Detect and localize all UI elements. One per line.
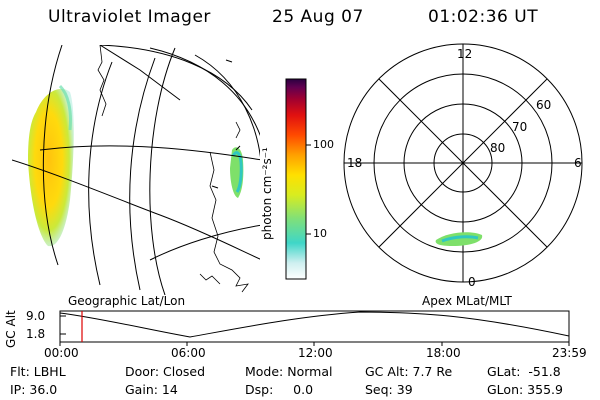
gcalt-info: GC Alt: 7.7 Re bbox=[365, 364, 453, 379]
mlt-label-18: 18 bbox=[347, 156, 363, 170]
mode-info: Mode: Normal bbox=[245, 364, 333, 379]
image-time: 01:02:36 UT bbox=[428, 7, 539, 27]
altitude-ylabel: GC Alt bbox=[4, 310, 18, 348]
mlat-label-80: 80 bbox=[490, 141, 506, 155]
colorbar-tick-10: 10 bbox=[313, 227, 327, 240]
mlt-label-6: 6 bbox=[574, 156, 582, 170]
door-info: Door: Closed bbox=[125, 364, 206, 379]
time-tick-0000: 00:00 bbox=[44, 346, 79, 360]
polar-emission bbox=[435, 232, 483, 246]
geographic-map bbox=[12, 45, 260, 295]
gain-info: Gain: 14 bbox=[125, 382, 178, 397]
mlat-label-60: 60 bbox=[536, 98, 552, 112]
image-date: 25 Aug 07 bbox=[272, 7, 364, 27]
instrument-title: Ultraviolet Imager bbox=[48, 7, 211, 27]
polar-plot bbox=[343, 43, 583, 283]
geo-caption: Geographic Lat/Lon bbox=[68, 294, 186, 308]
altitude-ytick-9: 9.0 bbox=[26, 309, 46, 323]
glat-info: GLat: -51.8 bbox=[487, 364, 561, 379]
apex-caption: Apex MLat/MLT bbox=[422, 294, 512, 308]
altitude-ytick-1-8: 1.8 bbox=[26, 327, 46, 341]
time-tick-1800: 18:00 bbox=[426, 346, 461, 360]
dsp-info: Dsp: 0.0 bbox=[245, 382, 314, 397]
aurora-emission-left bbox=[28, 88, 74, 247]
glon-info: GLon: 355.9 bbox=[487, 382, 563, 397]
colorbar-tick-100: 100 bbox=[313, 138, 334, 151]
time-tick-0600: 06:00 bbox=[171, 346, 206, 360]
mlt-label-12: 12 bbox=[457, 47, 473, 61]
seq-info: Seq: 39 bbox=[365, 382, 413, 397]
colorbar-unit-label: photon cm⁻²s⁻¹ bbox=[260, 147, 274, 240]
time-tick-2359: 23:59 bbox=[552, 346, 587, 360]
ip-info: IP: 36.0 bbox=[10, 382, 58, 397]
mlt-label-0: 0 bbox=[468, 275, 476, 289]
altitude-plot bbox=[59, 310, 570, 346]
filter-info: Flt: LBHL bbox=[10, 364, 66, 379]
time-tick-1200: 12:00 bbox=[298, 346, 333, 360]
mlat-label-70: 70 bbox=[512, 120, 528, 134]
colorbar bbox=[285, 78, 307, 280]
